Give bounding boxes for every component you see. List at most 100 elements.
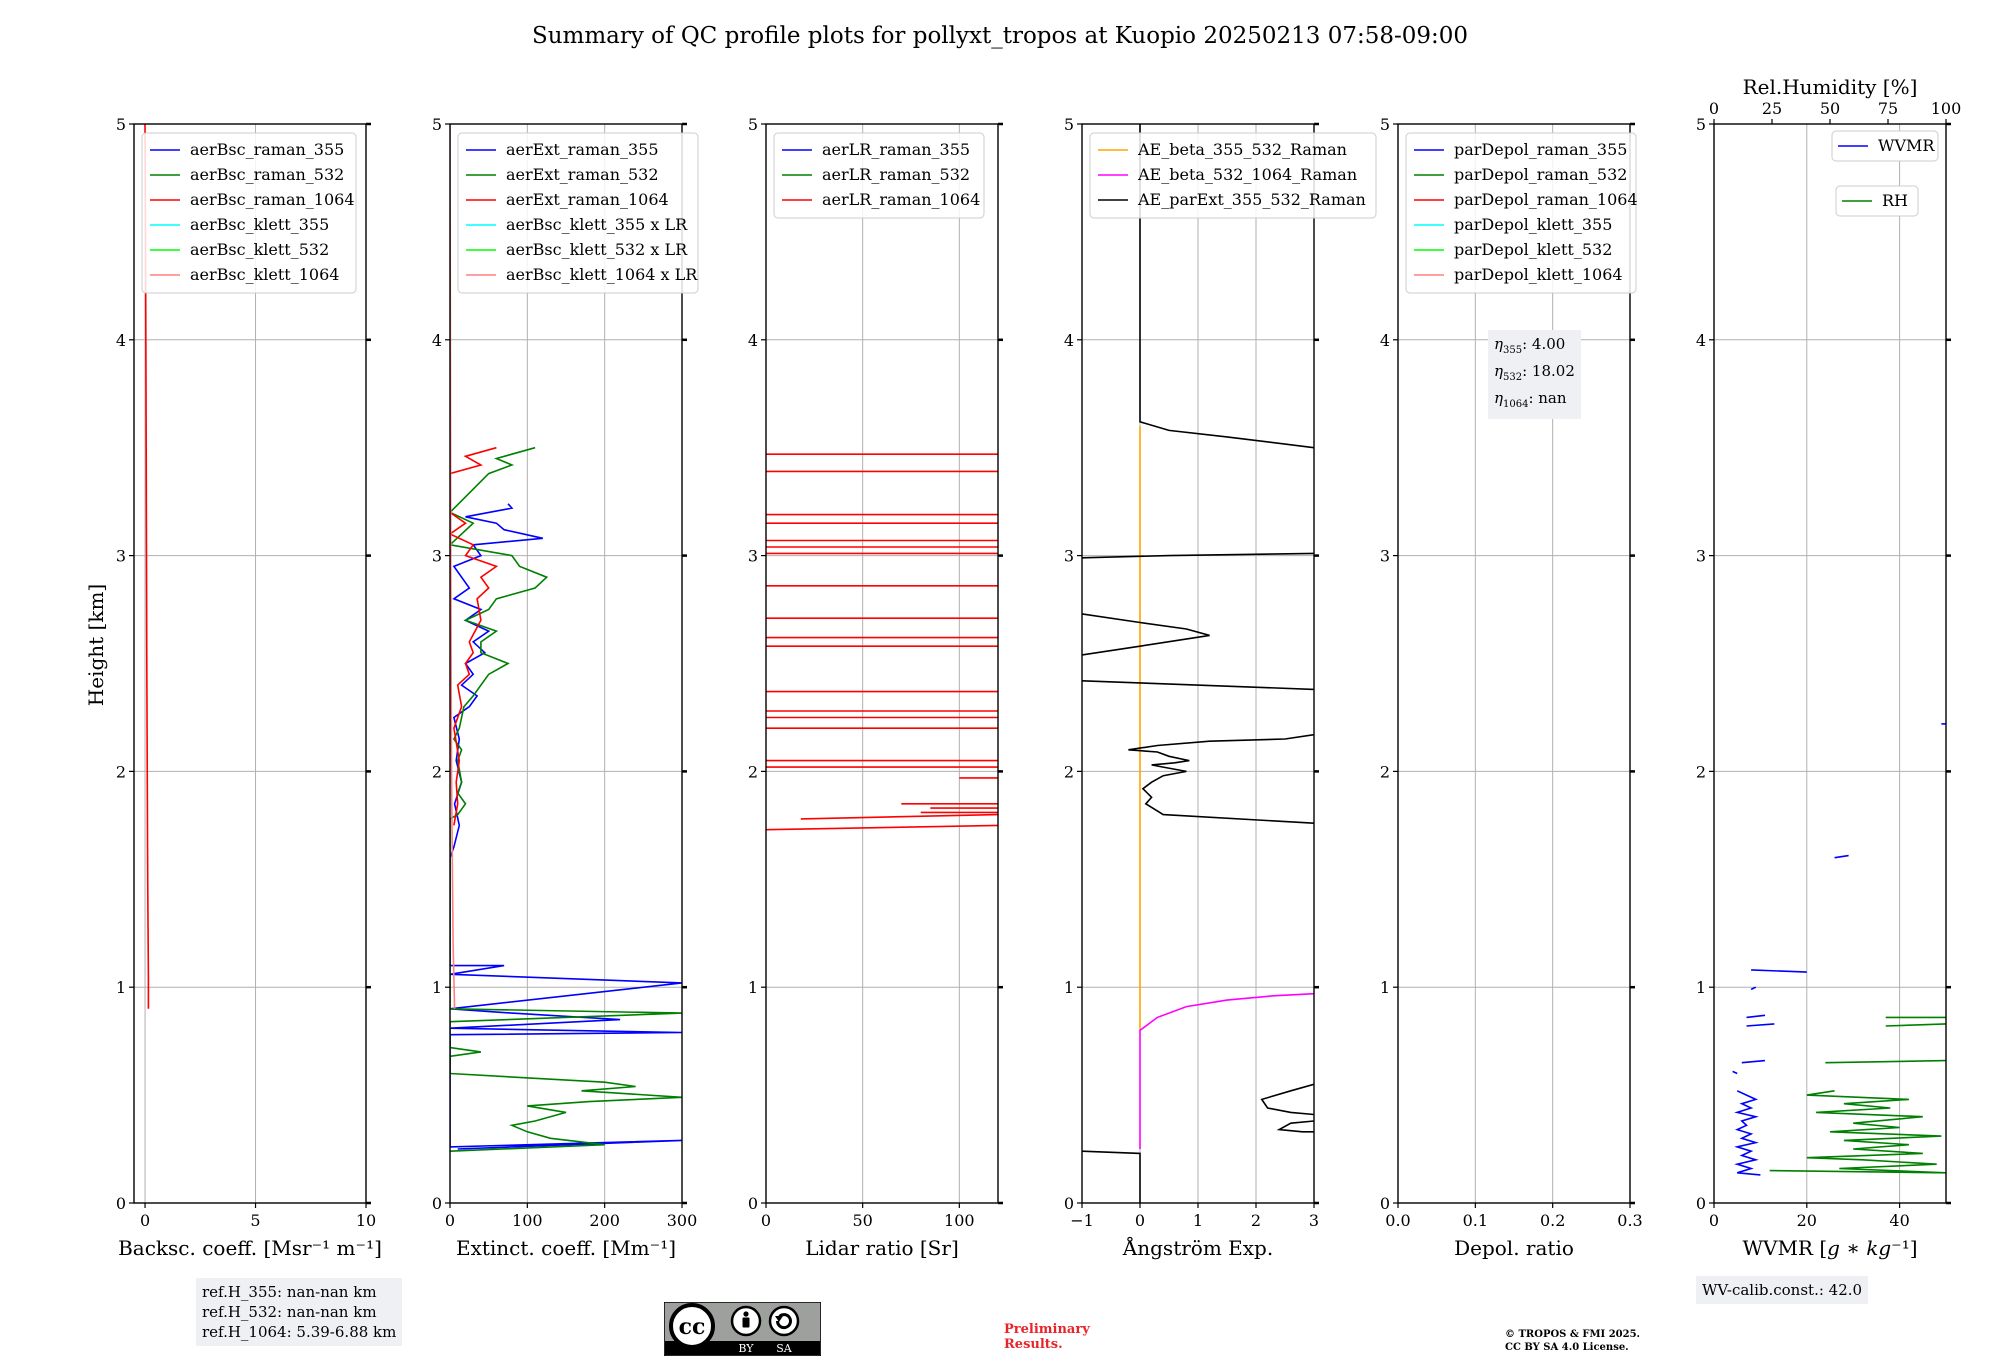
y-tick-label: 3 (116, 547, 126, 566)
series-line-AE_parExt_355_532_Raman (1276, 1120, 1314, 1133)
legend-label: aerBsc_klett_355 x LR (506, 215, 688, 234)
series-line-AE_parExt_355_532_Raman (1082, 1150, 1141, 1203)
x-tick-label: 300 (667, 1211, 698, 1230)
legend-label: parDepol_raman_1064 (1454, 190, 1638, 209)
series-line-RH (1825, 1059, 1946, 1064)
series-line-AE_parExt_355_532_Raman (1260, 1083, 1314, 1116)
ref-h-355: ref.H_355: nan-nan km (202, 1283, 377, 1301)
series-line-aerLR_raman_1064 (766, 824, 998, 831)
y-tick-label: 4 (1380, 331, 1390, 350)
y-tick-label: 0 (1380, 1194, 1390, 1213)
x-tick-label: 0.1 (1463, 1211, 1488, 1230)
panel-bsc: 0 1 2 3 4 5 0 5 10 Backsc. coeff. [Msr⁻¹ m⁻¹] aerB… (116, 115, 382, 1260)
x-axis-label: Ångström Exp. (1122, 1235, 1273, 1260)
axes-frame (1713, 123, 1947, 1204)
series-group (766, 453, 998, 831)
axes-frame (765, 123, 999, 1204)
legend-label: WVMR (1878, 136, 1935, 155)
legend-label: parDepol_klett_355 (1454, 215, 1612, 234)
legend-label: parDepol_raman_532 (1454, 165, 1627, 184)
ref-h-1064: ref.H_1064: 5.39-6.88 km (202, 1323, 397, 1341)
legend-box (457, 132, 699, 294)
series-group (450, 124, 682, 1152)
x-tick-label: 0 (140, 1211, 150, 1230)
series-group (1732, 723, 1946, 1176)
legend: WVMR (1831, 130, 1939, 162)
x-tick-label: 3 (1309, 1211, 1319, 1230)
legend: aerBsc_raman_355 aerBsc_raman_532 aerBsc_r… (141, 132, 357, 294)
x-axis-label: Backsc. coeff. [Msr⁻¹ m⁻¹] (118, 1236, 382, 1260)
series-line-aerExt_raman_532 (450, 446, 682, 1152)
legend-label: parDepol_raman_355 (1454, 140, 1627, 159)
y-tick-label: 3 (1696, 547, 1706, 566)
panel-depol: 0 1 2 3 4 5 0.0 0.1 0.2 0.3 Depol. ratio parDepol_r… (1380, 115, 1643, 1260)
series-line-WVMR (1746, 1023, 1775, 1027)
series-line-RH (1769, 1090, 1946, 1174)
x-tick-label: 0 (761, 1211, 771, 1230)
y-tick-label: 0 (1696, 1194, 1706, 1213)
y-tick-label: 5 (748, 115, 758, 134)
legend: RH (1835, 185, 1919, 217)
y-tick-label: 1 (1064, 978, 1074, 997)
cc-by-sa-logo: cc BY SA (664, 1302, 821, 1356)
legend: aerLR_raman_355 aerLR_raman_532 aerLR_rama… (773, 132, 985, 219)
series-line-WVMR (1741, 1059, 1766, 1064)
series-line-AE_parExt_355_532_Raman (1139, 124, 1314, 449)
x-tick-label: 50 (852, 1211, 872, 1230)
y-tick-label: 0 (1064, 1194, 1074, 1213)
y-tick-label: 4 (748, 331, 758, 350)
x-tick-label: 100 (944, 1211, 975, 1230)
legend-label: aerBsc_raman_532 (190, 165, 344, 184)
series-line-AE_beta_532_1064_Raman (1139, 992, 1314, 1149)
series-line-WVMR (1734, 1090, 1761, 1176)
wv-calib-box: WV-calib.const.: 42.0 (1696, 1276, 1869, 1304)
x-tick-label: 0 (1709, 1211, 1719, 1230)
legend-label: aerBsc_klett_532 x LR (506, 240, 688, 259)
cc-icon (669, 1303, 715, 1349)
top-x-axis-label: Rel.Humidity [%] (1743, 75, 1918, 99)
top-x-tick-label: 75 (1878, 99, 1898, 118)
series-line-AE_parExt_355_532_Raman (1082, 613, 1210, 656)
ref-h-532: ref.H_532: nan-nan km (202, 1303, 377, 1321)
sa-icon (768, 1305, 800, 1337)
sa-label: SA (776, 1342, 793, 1355)
y-tick-label: 5 (116, 115, 126, 134)
y-tick-label: 0 (748, 1194, 758, 1213)
series-line-aerExt_raman_355 (450, 503, 682, 1150)
series-line-WVMR (1732, 1070, 1738, 1075)
top-x-tick-label: 25 (1762, 99, 1782, 118)
by-label: BY (738, 1342, 754, 1355)
legend: AE_beta_355_532_Raman AE_beta_532_1064_Ra… (1089, 132, 1377, 219)
y-tick-label: 4 (116, 331, 126, 350)
legend-label: aerExt_raman_355 (506, 140, 659, 159)
x-tick-label: 0 (445, 1211, 455, 1230)
y-tick-label: 5 (432, 115, 442, 134)
y-tick-label: 2 (432, 762, 442, 781)
x-tick-label: 0.0 (1385, 1211, 1410, 1230)
x-tick-label: 0.2 (1540, 1211, 1565, 1230)
legend-label: aerBsc_klett_532 (190, 240, 329, 259)
y-tick-label: 5 (1380, 115, 1390, 134)
legend-label: aerBsc_klett_355 (190, 215, 329, 234)
x-tick-label: 10 (356, 1211, 376, 1230)
top-x-tick-label: 0 (1709, 99, 1719, 118)
legend: parDepol_raman_355 parDepol_raman_532 parD… (1405, 132, 1638, 294)
y-tick-label: 2 (1380, 762, 1390, 781)
legend-label: aerExt_raman_1064 (506, 190, 669, 209)
legend-label: aerLR_raman_355 (822, 140, 970, 159)
legend-label: AE_beta_532_1064_Raman (1137, 165, 1357, 184)
x-tick-label: 20 (1797, 1211, 1817, 1230)
x-axis-label: Depol. ratio (1454, 1236, 1574, 1260)
y-axis-label: Height [km] (84, 584, 108, 706)
series-line-WVMR (1746, 1014, 1766, 1019)
x-tick-label: 200 (589, 1211, 620, 1230)
x-axis-label: Lidar ratio [Sr] (805, 1236, 959, 1260)
legend-box (1835, 185, 1919, 217)
y-tick-label: 3 (1380, 547, 1390, 566)
x-axis-label: WVMR [𝑔 ∗ 𝑘𝑔⁻¹] (1742, 1236, 1917, 1260)
eta-box: η355: 4.00 η532: 18.02 η1064: nan (1488, 330, 1581, 419)
y-tick-label: 4 (1064, 331, 1074, 350)
legend-label: aerBsc_raman_355 (190, 140, 344, 159)
